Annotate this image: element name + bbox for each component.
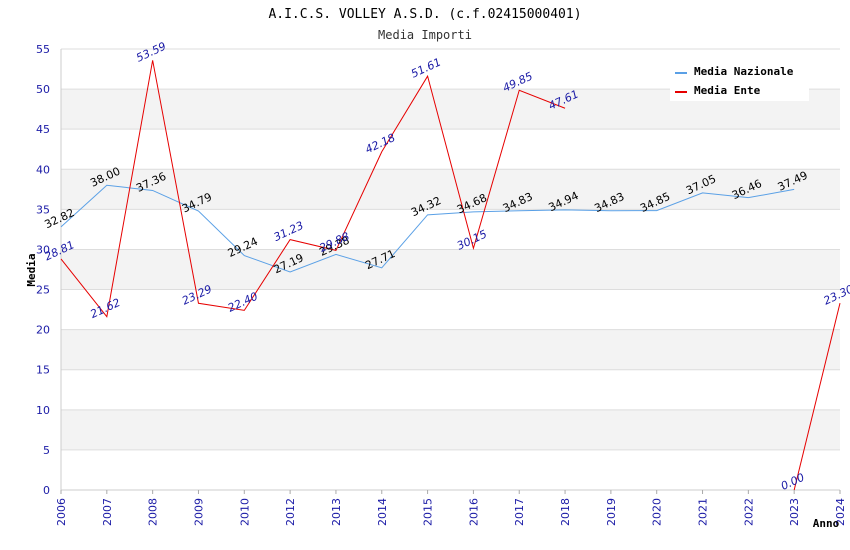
legend-label-nazionale: Media Nazionale <box>694 65 794 78</box>
legend: Media Nazionale Media Ente <box>670 61 809 101</box>
y-tick-label: 45 <box>36 123 50 136</box>
legend-label-ente: Media Ente <box>694 84 761 97</box>
y-tick-label: 10 <box>36 404 50 417</box>
data-label-media-ente: 53.59 <box>134 40 168 65</box>
x-axis-label: Anno <box>813 517 840 530</box>
grid-band <box>61 249 840 290</box>
series-lines <box>60 60 841 491</box>
series-line-media-nazionale <box>60 184 795 273</box>
legend-box <box>670 61 809 101</box>
x-tick-label: 2006 <box>55 498 68 526</box>
x-tick-label: 2017 <box>513 498 526 526</box>
tick-labels: 0 5 10 15 20 25 30 35 40 45 50 55 2006 2007 2008 2009 20… <box>36 43 847 526</box>
x-tick-label: 2016 <box>467 498 480 526</box>
data-label-media-ente: 51.61 <box>409 55 443 80</box>
x-tick-label: 2008 <box>147 498 160 526</box>
x-tick-label: 2007 <box>101 498 114 526</box>
data-label-media-ente: 22.40 <box>226 290 260 315</box>
grid-band <box>61 169 840 210</box>
axes <box>60 49 841 494</box>
y-tick-label: 30 <box>36 243 50 256</box>
x-tick-label: 2012 <box>284 498 297 526</box>
x-tick-label: 2023 <box>788 498 801 526</box>
x-tick-label: 2018 <box>559 498 572 526</box>
x-tick-label: 2020 <box>651 498 664 526</box>
x-tick-label: 2021 <box>697 498 710 526</box>
y-tick-label: 35 <box>36 203 50 216</box>
x-tick-label: 2014 <box>376 498 389 526</box>
y-tick-label: 15 <box>36 364 50 377</box>
chart-title: A.I.C.S. VOLLEY A.S.D. (c.f.02415000401) <box>268 7 581 22</box>
background-bands <box>61 89 840 450</box>
series-line-media-ente <box>793 303 841 491</box>
x-tick-label: 2010 <box>238 498 251 526</box>
y-tick-label: 0 <box>43 484 50 497</box>
data-label-media-ente: 31.23 <box>272 219 306 244</box>
chart-subtitle: Media Importi <box>378 28 472 42</box>
y-tick-label: 25 <box>36 284 50 297</box>
series-line-media-ente <box>60 60 566 318</box>
y-tick-label: 50 <box>36 83 50 96</box>
data-label-media-ente: 30.15 <box>455 228 489 253</box>
x-tick-label: 2019 <box>605 498 618 526</box>
y-tick-label: 20 <box>36 324 50 337</box>
grid-band <box>61 409 840 450</box>
y-axis-label: Media <box>25 253 38 286</box>
x-tick-label: 2009 <box>192 498 205 526</box>
x-tick-label: 2022 <box>742 498 755 526</box>
grid-band <box>61 329 840 370</box>
y-tick-label: 40 <box>36 163 50 176</box>
x-tick-label: 2015 <box>422 498 435 526</box>
x-tick-label: 2013 <box>330 498 343 526</box>
y-tick-label: 5 <box>43 444 50 457</box>
x-tick-label: 2024 <box>834 498 847 526</box>
data-label-media-ente: 42.18 <box>363 131 397 156</box>
y-tick-label: 55 <box>36 43 50 56</box>
